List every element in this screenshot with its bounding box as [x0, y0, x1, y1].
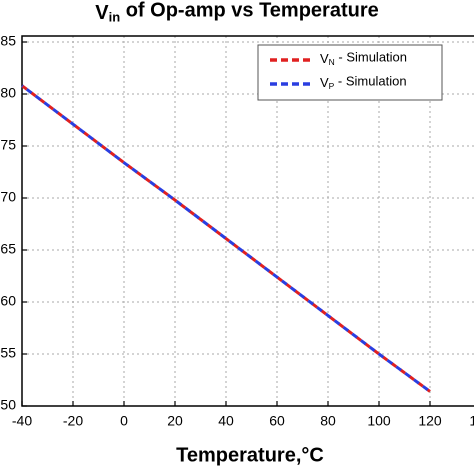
x-tick-label: 40	[218, 413, 234, 429]
legend-box	[257, 44, 443, 101]
y-tick-label: 55	[0, 345, 16, 361]
x-tick-label: -20	[63, 413, 83, 429]
x-tick-label: 140	[469, 413, 474, 429]
x-tick-label: 120	[418, 413, 442, 429]
y-tick-label: 70	[0, 189, 16, 205]
x-tick-label: 100	[367, 413, 391, 429]
legend-label: VN - Simulation	[320, 50, 407, 67]
y-tick-label: 80	[0, 85, 16, 101]
y-tick-label: 60	[0, 293, 16, 309]
x-axis-label: Temperature,°C	[176, 444, 324, 466]
y-tick-label: 65	[0, 241, 16, 257]
legend: VN - Simulation VP - Simulation	[257, 44, 443, 101]
data-line	[21, 84, 431, 393]
legend-label: VP - Simulation	[320, 74, 407, 91]
y-tick-label: 85	[0, 33, 16, 49]
x-tick-label: 60	[269, 413, 285, 429]
chart-title: Vin of Op-amp vs Temperature	[95, 0, 378, 25]
x-tick-label: 0	[120, 413, 128, 429]
plot-frame	[21, 35, 474, 407]
y-tick-label: 75	[0, 137, 16, 153]
x-tick-label: 20	[167, 413, 183, 429]
x-tick-label: 80	[320, 413, 336, 429]
data-line	[21, 84, 431, 393]
y-tick-label: 50	[0, 397, 16, 413]
x-tick-label: -40	[12, 413, 32, 429]
